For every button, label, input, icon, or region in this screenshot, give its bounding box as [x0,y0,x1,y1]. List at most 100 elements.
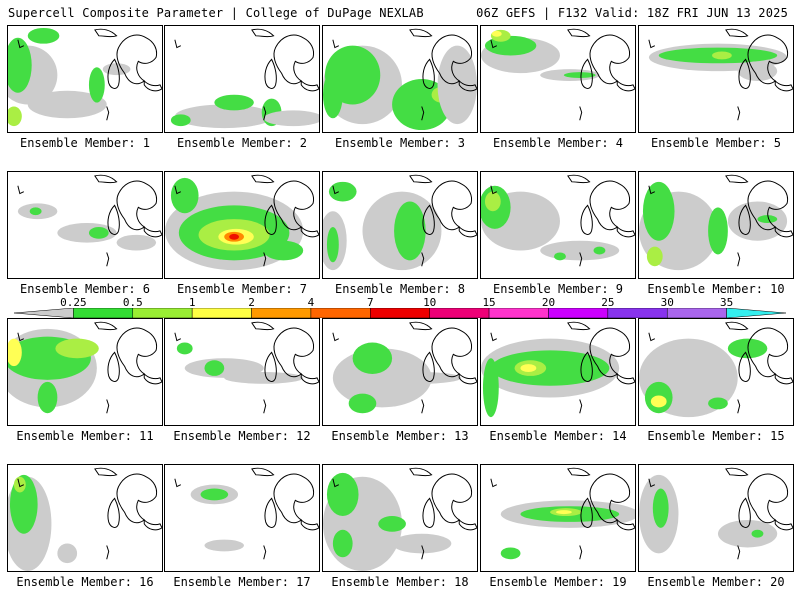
ensemble-member-map [480,25,636,133]
map-field [174,321,319,414]
lake-outline [725,174,749,184]
river-line [648,185,656,195]
river-line [579,252,583,267]
lake-outline [251,321,275,331]
scp-contour-green [326,472,359,517]
map-field [323,174,477,271]
river-line [421,252,425,267]
scp-contour-green [751,529,764,538]
lake-outline [107,58,120,89]
scp-contour-green [708,397,728,410]
lake-outline [143,518,162,531]
scp-contour-green [8,37,32,93]
member-label: Ensemble Member: 4 [492,136,624,150]
lake-outline [589,473,631,524]
member-label: Ensemble Member: 14 [489,429,627,443]
river-line [490,185,498,195]
river-line [421,545,425,560]
lake-outline [431,473,473,524]
ensemble-member-map [164,464,320,572]
lake-outline [747,34,789,85]
river-line [648,478,656,488]
ensemble-member-map [164,25,320,133]
scp-contour-gray [727,201,788,241]
map-field [639,321,793,418]
river-line [174,332,182,342]
colorbar-tick-label: 0.5 [122,296,143,309]
scp-contour-green [88,67,105,103]
lake-outline [458,79,477,92]
scp-contour-gray [27,90,107,119]
lake-outline [616,372,635,385]
lake-outline [580,497,593,528]
lake-outline [580,204,593,235]
lake-outline [616,79,635,92]
river-line [737,399,741,414]
lake-outline [747,473,789,524]
colorbar-segment [370,308,430,318]
colorbar-segment [548,308,609,318]
lake-outline [725,321,749,331]
lake-outline [251,174,275,184]
ensemble-member-map [7,25,163,133]
river-line [332,185,340,195]
map-field [174,467,319,560]
lake-outline [567,467,591,477]
lake-outline [273,34,315,85]
member-label: Ensemble Member: 7 [176,282,308,296]
member-label: Ensemble Member: 8 [334,282,466,296]
river-line [332,332,340,342]
scp-contour-green [323,71,343,119]
lake-outline [616,225,635,238]
ensemble-member-map [7,171,163,279]
map-field [8,321,162,414]
scp-contour-light-green [8,106,22,127]
lake-outline [143,225,162,238]
scp-contour-green [708,207,728,255]
colorbar-segment [251,308,312,318]
colorbar-tick-label: 4 [307,296,315,309]
ensemble-member-map [638,25,794,133]
map-field [639,467,793,560]
scp-contour-gray [174,104,274,129]
colorbar-segment [488,308,549,318]
map-field [481,174,635,267]
map-field [332,321,477,414]
ensemble-member-map [322,25,478,133]
lake-outline [567,28,591,38]
lake-outline [107,351,120,382]
colorbar-tick-label: 1 [188,296,196,309]
ensemble-member-map [638,318,794,426]
scp-contour-green [563,72,596,79]
ensemble-member-map [322,464,478,572]
lake-outline [422,351,435,382]
map-field [323,28,477,131]
river-line [648,39,656,49]
river-line [174,39,182,49]
lake-outline [264,204,277,235]
member-label: Ensemble Member: 12 [173,429,311,443]
scp-contour-gray [263,110,319,127]
lake-outline [589,327,631,378]
colorbar-segment [14,308,74,318]
map-field [639,174,793,271]
colorbar-tick-label: 2 [248,296,255,309]
lake-outline [116,473,158,524]
lake-outline [251,467,275,477]
scp-contour-green [593,246,606,255]
lake-outline [94,174,118,184]
scp-contour-gray [540,240,620,261]
member-label: Ensemble Member: 5 [650,136,782,150]
member-label: Ensemble Member: 19 [489,575,627,589]
scp-contour-green [490,350,610,386]
lake-outline [264,58,277,89]
scp-contour-light-green [646,246,663,267]
scp-contour-green [348,393,377,414]
lake-outline [116,34,158,85]
lake-outline [616,518,635,531]
river-line [579,399,583,414]
member-label: Ensemble Member: 10 [647,282,785,296]
map-field [323,467,477,571]
ensemble-member-map [480,464,636,572]
scp-contour-green [214,94,254,111]
